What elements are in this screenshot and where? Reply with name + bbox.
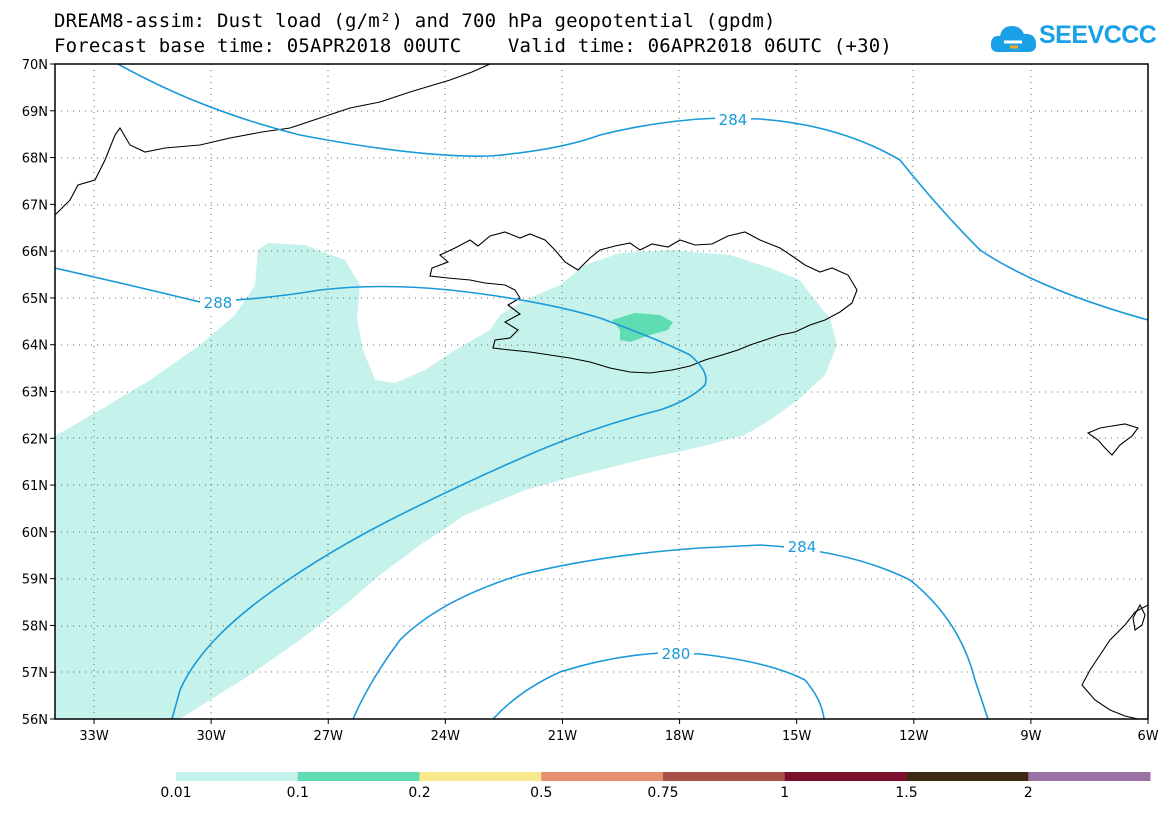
scotland-coast <box>1081 604 1148 719</box>
lon-tick-label: 30W <box>196 729 226 744</box>
lat-tick-label: 64N <box>22 339 48 354</box>
lon-tick-label: 33W <box>79 729 109 744</box>
lon-tick-label: 6W <box>1137 729 1158 744</box>
dust-area-medium <box>612 313 673 342</box>
lat-tick-label: 58N <box>22 619 48 634</box>
map-subtitle: Forecast base time: 05APR2018 00UTC Vali… <box>54 35 893 57</box>
contour-284-south <box>352 544 989 719</box>
map-content: 284 288 284 280 <box>55 64 1148 719</box>
lat-tick-label: 63N <box>22 386 48 401</box>
lat-tick-label: 70N <box>22 58 48 73</box>
contour-label-288: 288 <box>204 294 233 312</box>
longitude-axis: 33W 30W 27W 24W 21W 18W 15W 12W 9W 6W <box>79 719 1159 744</box>
colorbar-label: 0.5 <box>530 785 553 801</box>
coastlines <box>55 64 1148 719</box>
lon-tick-label: 15W <box>782 729 812 744</box>
contour-label-284-north: 284 <box>719 111 748 129</box>
faroe-islands <box>1086 423 1139 456</box>
lon-tick-label: 12W <box>899 729 929 744</box>
contour-label-280: 280 <box>662 645 691 663</box>
lat-tick-label: 67N <box>22 198 48 213</box>
lat-tick-label: 61N <box>22 479 48 494</box>
colorbar-label: 0.1 <box>286 785 309 801</box>
cloud-icon <box>990 26 1037 52</box>
shetland-islands <box>1132 603 1146 631</box>
lat-tick-label: 62N <box>22 432 48 447</box>
colorbar-label: 0.75 <box>647 785 679 801</box>
contour-label-284-south: 284 <box>788 538 817 556</box>
greenland-coast <box>55 64 491 216</box>
contour-labels: 284 288 284 280 <box>200 109 820 663</box>
lat-tick-label: 69N <box>22 105 48 120</box>
lat-tick-label: 60N <box>22 526 48 541</box>
seevccc-logo: SEEVCCC <box>990 18 1157 58</box>
colorbar-label: 1.5 <box>895 785 918 801</box>
grid-lines <box>55 64 1148 719</box>
lat-tick-label: 59N <box>22 573 48 588</box>
colorbar-label: 1 <box>780 785 790 801</box>
logo-text: SEEVCCC <box>1039 21 1157 49</box>
lat-tick-label: 65N <box>22 292 48 307</box>
colorbar-label: 0.2 <box>408 785 431 801</box>
lat-tick-label: 68N <box>22 152 48 167</box>
lat-tick-label: 57N <box>22 666 48 681</box>
dust-area-light <box>55 243 837 719</box>
lon-tick-label: 27W <box>314 729 344 744</box>
lon-tick-label: 24W <box>431 729 461 744</box>
contour-288 <box>55 267 707 719</box>
latitude-axis: 70N 69N 68N 67N 66N 65N 64N 63N 62N 61N 60N 59N 58N 5… <box>22 58 55 728</box>
lat-tick-label: 66N <box>22 245 48 260</box>
iceland-coast <box>429 231 858 374</box>
colorbar-label: 0.01 <box>160 785 192 801</box>
map-title: DREAM8-assim: Dust load (g/m²) and 700 h… <box>54 10 776 32</box>
lon-tick-label: 18W <box>665 729 695 744</box>
contour-284-north <box>117 64 1148 321</box>
lon-tick-label: 9W <box>1020 729 1041 744</box>
lat-tick-label: 56N <box>22 713 48 728</box>
colorbar-label: 2 <box>1023 785 1033 801</box>
lon-tick-label: 21W <box>548 729 578 744</box>
